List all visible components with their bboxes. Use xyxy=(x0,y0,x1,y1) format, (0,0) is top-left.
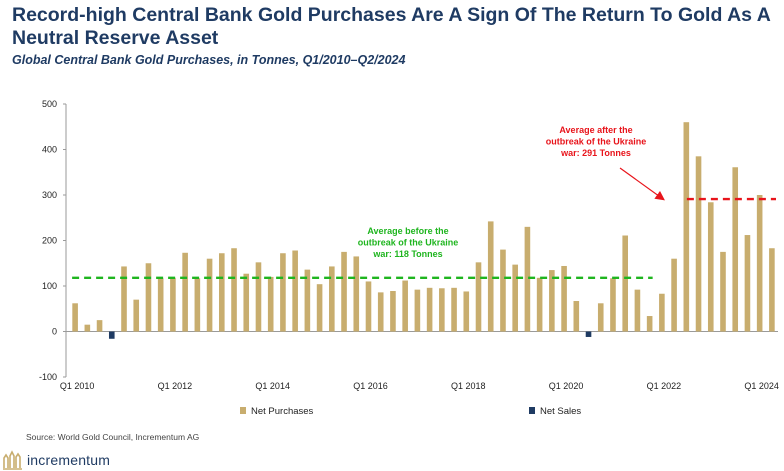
y-tick-label: 200 xyxy=(42,236,57,246)
bar-net-purchase xyxy=(769,248,775,332)
x-tick-label: Q1 2022 xyxy=(647,381,682,391)
bar-net-purchase xyxy=(695,156,702,332)
bar-net-purchase xyxy=(145,263,152,332)
bar-net-purchase xyxy=(634,289,641,332)
x-tick-label: Q1 2016 xyxy=(353,381,388,391)
bar-net-purchase xyxy=(426,287,433,332)
avg-before-war-label: war: 118 Tonnes xyxy=(372,249,442,259)
bar-net-purchase xyxy=(512,264,518,332)
bar-net-purchase xyxy=(732,167,739,332)
bar-net-purchase xyxy=(683,122,690,332)
gold-column-logo-icon xyxy=(3,450,22,470)
bar-net-purchase xyxy=(646,316,653,332)
bar-net-purchase xyxy=(402,280,408,332)
legend-swatch-net-purchases xyxy=(240,407,246,414)
y-tick-label: 0 xyxy=(52,327,57,337)
bar-net-purchase xyxy=(231,248,237,332)
logo-text: incrementum xyxy=(27,452,111,468)
bar-net-purchase xyxy=(414,289,421,332)
bar-net-purchase xyxy=(255,262,262,332)
x-tick-label: Q1 2018 xyxy=(451,381,486,391)
x-tick-label: Q1 2020 xyxy=(549,381,584,391)
bar-net-purchase xyxy=(707,202,714,332)
bar-net-purchase xyxy=(121,266,127,332)
bar-net-purchase xyxy=(610,278,616,332)
source-note: Source: World Gold Council, Incrementum … xyxy=(26,432,200,442)
bars xyxy=(72,122,775,339)
bar-net-purchase xyxy=(573,301,580,332)
bar-net-purchase xyxy=(84,324,91,332)
avg-after-war-label: outbreak of the Ukraine xyxy=(546,137,647,147)
avg-after-war-arrow xyxy=(619,167,665,201)
bar-net-purchase xyxy=(96,320,103,332)
bar-net-purchase xyxy=(561,265,567,332)
bar-net-purchase xyxy=(329,266,335,332)
incrementum-logo: incrementum xyxy=(2,449,110,471)
bar-net-purchase xyxy=(524,226,531,332)
bar-net-purchase xyxy=(622,235,628,332)
legend-label-net-sales: Net Sales xyxy=(540,406,581,417)
bar-net-purchase xyxy=(549,270,555,332)
legend-label-net-purchases: Net Purchases xyxy=(251,406,314,417)
avg-after-war-label: war: 291 Tonnes xyxy=(560,148,631,158)
legend: Net Purchases Net Sales xyxy=(240,406,581,417)
bar-net-purchase xyxy=(487,221,494,332)
bar-net-purchase xyxy=(475,262,482,332)
bar-net-purchase xyxy=(292,250,298,332)
bar-net-purchase xyxy=(451,287,457,332)
bar-net-purchase xyxy=(72,303,78,332)
bar-net-purchase xyxy=(390,291,396,332)
bar-net-purchase xyxy=(243,273,250,332)
bar-net-purchase xyxy=(463,291,470,332)
bar-net-purchase xyxy=(720,251,726,332)
bar-net-purchase xyxy=(304,269,311,332)
bar-net-purchase xyxy=(671,258,677,332)
avg-before-war-label: outbreak of the Ukraine xyxy=(358,238,459,248)
bar-net-purchase xyxy=(194,278,201,332)
bar-net-purchase xyxy=(206,258,213,332)
y-tick-label: 300 xyxy=(42,190,57,200)
x-tick-label: Q1 2010 xyxy=(60,381,95,391)
chart-title: Record-high Central Bank Gold Purchases … xyxy=(12,4,771,49)
bar-net-purchase xyxy=(439,288,445,332)
bar-net-sale xyxy=(585,331,592,337)
y-tick-label: 100 xyxy=(42,281,57,291)
x-tick-label: Q1 2012 xyxy=(158,381,193,391)
bar-net-purchase xyxy=(353,256,360,332)
bar-net-purchase xyxy=(365,281,372,332)
bar-net-purchase xyxy=(182,252,188,332)
bar-net-purchase xyxy=(659,293,665,332)
avg-before-war-label: Average before the xyxy=(367,226,448,236)
bar-net-purchase xyxy=(219,253,225,332)
bar-net-purchase xyxy=(341,251,347,332)
x-tick-label: Q1 2014 xyxy=(255,381,290,391)
bar-net-purchase xyxy=(133,299,140,332)
avg-after-war-label: Average after the xyxy=(559,125,632,135)
bar-net-purchase xyxy=(744,235,751,332)
y-tick-label: 400 xyxy=(42,145,57,155)
bar-net-sale xyxy=(108,331,115,339)
bar-net-purchase xyxy=(756,195,763,332)
y-tick-label: -100 xyxy=(39,372,57,382)
bar-net-purchase xyxy=(536,277,543,332)
legend-swatch-net-sales xyxy=(529,407,535,414)
bar-net-purchase xyxy=(597,303,604,332)
bar-net-purchase xyxy=(170,277,176,332)
chart-subtitle: Global Central Bank Gold Purchases, in T… xyxy=(12,53,406,67)
bar-net-purchase xyxy=(280,253,286,332)
bar-net-purchase xyxy=(157,278,164,332)
bar-net-purchase xyxy=(500,249,506,332)
x-tick-label: Q1 2024 xyxy=(744,381,779,391)
bar-net-purchase xyxy=(267,276,274,332)
bar-net-purchase xyxy=(316,284,323,332)
bar-net-purchase xyxy=(377,292,384,332)
reference-lines: Average before the outbreak of the Ukrain… xyxy=(72,125,776,280)
y-tick-label: 500 xyxy=(42,99,57,109)
